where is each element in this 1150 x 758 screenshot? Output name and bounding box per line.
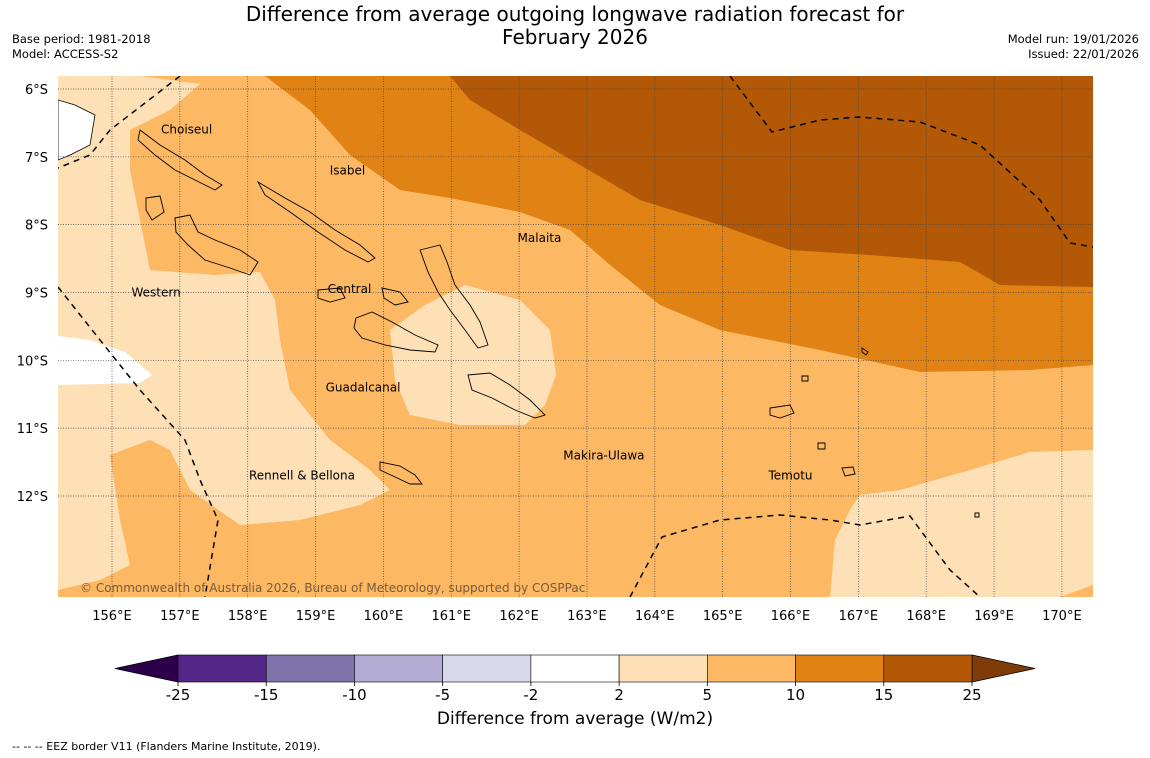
colorbar-swatch <box>354 654 443 683</box>
malaita-island <box>419 244 489 349</box>
longitude-axis: 156°E 157°E 158°E 159°E 160°E 161°E 162°E 163°E… <box>92 609 1081 624</box>
eez-borders <box>58 76 1093 597</box>
issued-date: Issued: 22/01/2026 <box>1028 47 1139 61</box>
lon-tick-label: 157°E <box>160 609 200 624</box>
grid-lines <box>58 76 1093 597</box>
colorbar-swatch <box>707 654 796 683</box>
lat-tick-label: 11°S <box>17 422 48 437</box>
colorbar-tick-label: -5 <box>435 686 450 704</box>
colorbar-tick-label: 2 <box>614 686 624 704</box>
lat-tick-label: 12°S <box>17 490 48 505</box>
guadalcanal-island <box>353 311 439 353</box>
lon-tick-label: 165°E <box>703 609 743 624</box>
anomaly-2-5-central <box>390 285 556 425</box>
colorbar-tick-label: 10 <box>786 686 805 704</box>
lat-tick-label: 8°S <box>25 219 48 234</box>
colorbar-swatch <box>177 654 267 683</box>
lat-tick-label: 7°S <box>25 151 48 166</box>
nggela-islands <box>317 287 346 303</box>
lon-tick-label: 159°E <box>296 609 336 624</box>
colorbar-swatch <box>883 654 973 683</box>
lat-tick-label: 9°S <box>25 286 48 301</box>
province-label: Central <box>328 282 372 296</box>
colorbar-tick-label: -10 <box>342 686 367 704</box>
anomaly-neutral-west <box>58 336 152 385</box>
lat-tick-label: 6°S <box>25 83 48 98</box>
title-line-1: Difference from average outgoing longwav… <box>245 2 905 26</box>
lon-tick-label: 168°E <box>906 609 946 624</box>
lon-tick-label: 169°E <box>974 609 1014 624</box>
colorbar: -25 -15 -10 -5 -2 2 5 10 15 25 <box>114 654 1036 704</box>
lon-tick-label: 156°E <box>92 609 132 624</box>
province-label: Rennell & Bellona <box>249 469 355 483</box>
coastlines <box>137 129 980 518</box>
duff-islands <box>861 347 869 356</box>
colorbar-tick-label: 5 <box>703 686 713 704</box>
province-label: Choiseul <box>161 123 212 137</box>
colorbar-over-arrow <box>971 654 1036 683</box>
copyright-text: © Commonwealth of Australia 2026, Bureau… <box>80 581 585 595</box>
meta-right: Model run: 19/01/2026 Issued: 22/01/2026 <box>1008 32 1139 62</box>
province-label: Western <box>131 285 180 299</box>
isabel-island <box>256 180 376 263</box>
new-georgia-island <box>174 214 259 276</box>
title-line-2: February 2026 <box>502 25 648 49</box>
province-label: Isabel <box>330 163 365 177</box>
province-label: Makira-Ulawa <box>563 448 644 462</box>
lon-tick-label: 162°E <box>499 609 539 624</box>
colorbar-swatch <box>795 654 885 683</box>
tikopia-island <box>974 512 980 518</box>
anomaly-2-5-east <box>830 450 1093 597</box>
base-period: Base period: 1981-2018 <box>12 32 151 46</box>
choiseul-island <box>137 129 223 191</box>
utupua-island <box>817 442 826 450</box>
model-run: Model run: 19/01/2026 <box>1007 32 1139 46</box>
vanikoro-island <box>841 466 856 477</box>
santa-cruz-island <box>769 404 795 419</box>
footer-note: -- -- -- EEZ border V11 (Flanders Marine… <box>12 740 321 753</box>
eez-border-east <box>729 76 1093 248</box>
lon-tick-label: 166°E <box>771 609 811 624</box>
rennell-island <box>379 461 423 485</box>
colorbar-swatch <box>530 654 620 683</box>
colorbar-tick-label: -15 <box>254 686 279 704</box>
meta-left: Base period: 1981-2018 Model: ACCESS-S2 <box>12 32 151 62</box>
landmass-png <box>58 99 96 161</box>
colorbar-tick-label: -25 <box>166 686 191 704</box>
latitude-axis: 6°S 7°S 8°S 9°S 10°S 11°S 12°S <box>17 83 48 505</box>
vella-lavella-island <box>145 195 165 221</box>
colorbar-tick-label: -2 <box>523 686 538 704</box>
map-area: Choiseul Isabel Malaita Western Central Guada… <box>58 76 1093 597</box>
colorbar-label: Difference from average (W/m2) <box>436 709 714 729</box>
colorbar-under-arrow <box>114 654 179 683</box>
lon-tick-label: 158°E <box>228 609 268 624</box>
province-label: Guadalcanal <box>326 380 401 394</box>
lon-tick-label: 164°E <box>635 609 675 624</box>
colorbar-swatch <box>618 654 708 683</box>
colorbar-tick-label: 15 <box>874 686 893 704</box>
colorbar-swatch <box>442 654 532 683</box>
lat-tick-label: 10°S <box>17 354 48 369</box>
lon-tick-label: 167°E <box>839 609 879 624</box>
anomaly-15-25 <box>450 76 1093 287</box>
chart-title: Difference from average outgoing longwav… <box>0 3 1150 49</box>
lon-tick-label: 163°E <box>567 609 607 624</box>
province-label: Malaita <box>518 231 562 245</box>
reef-islands <box>801 375 809 382</box>
makira-island <box>467 372 546 419</box>
colorbar-tick-label: 25 <box>962 686 981 704</box>
eez-border-southeast <box>629 514 981 597</box>
eez-border-png-south <box>58 286 219 597</box>
province-labels: Choiseul Isabel Malaita Western Central Guada… <box>131 123 812 483</box>
colorbar-swatch <box>265 654 355 683</box>
eez-border-png-north <box>58 76 181 169</box>
lon-tick-label: 160°E <box>364 609 404 624</box>
lon-tick-label: 170°E <box>1042 609 1082 624</box>
model-name: Model: ACCESS-S2 <box>12 47 119 61</box>
lon-tick-label: 161°E <box>431 609 471 624</box>
province-label: Temotu <box>767 469 812 483</box>
russell-islands <box>381 287 409 306</box>
anomaly-2-5-west <box>58 76 390 590</box>
